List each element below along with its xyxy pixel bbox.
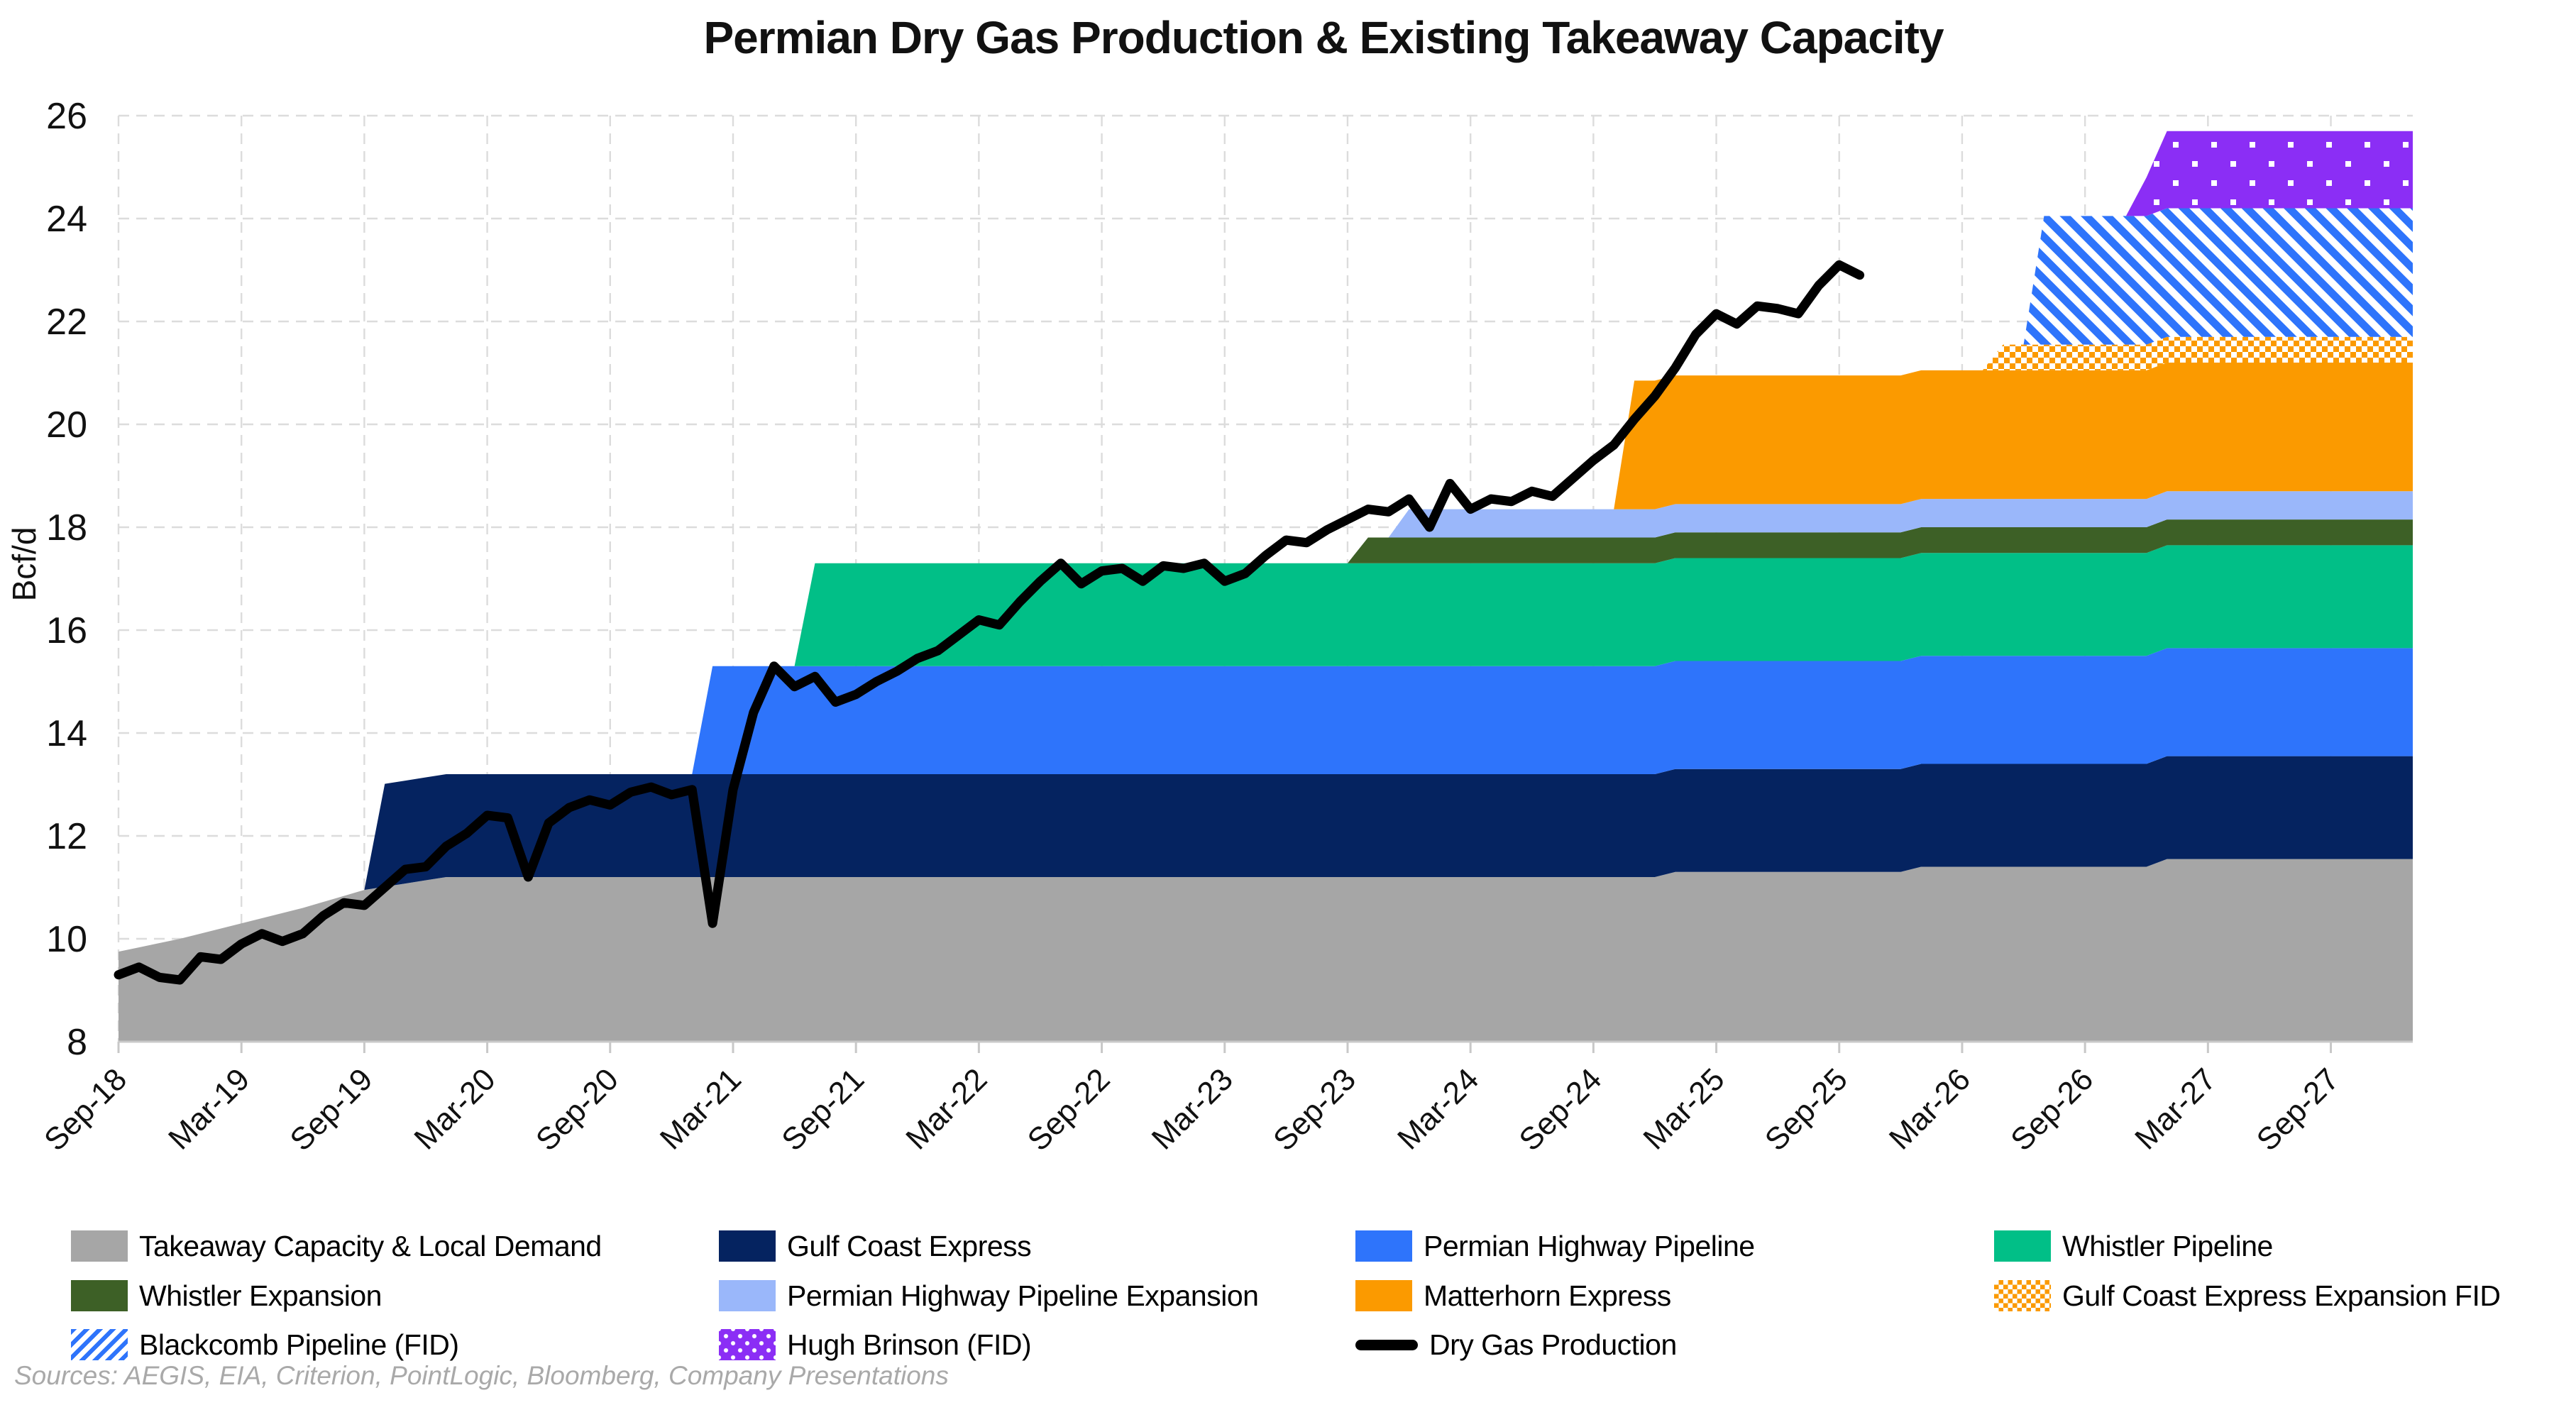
x-tick-label: Sep-19 <box>283 1062 379 1157</box>
y-tick-label: 22 <box>46 302 87 343</box>
y-tick-label: 8 <box>67 1022 87 1063</box>
y-tick-label: 20 <box>46 404 87 446</box>
dry-gas-production-line <box>114 260 1865 985</box>
y-tick-label: 12 <box>46 816 87 857</box>
chart-title: Permian Dry Gas Production & Existing Ta… <box>703 12 1944 63</box>
x-tick-label: Sep-27 <box>2250 1062 2346 1157</box>
x-tick-label: Mar-27 <box>2128 1062 2223 1156</box>
x-tick-label: Mar-21 <box>654 1062 748 1156</box>
x-tick-label: Mar-19 <box>162 1062 256 1156</box>
area-whistler <box>119 545 2413 952</box>
y-tick-label: 10 <box>46 919 87 960</box>
y-tick-label: 24 <box>46 199 87 240</box>
x-tick-label: Sep-25 <box>1758 1062 1854 1157</box>
x-tick-label: Mar-23 <box>1145 1062 1240 1156</box>
x-tick-label: Mar-25 <box>1636 1062 1731 1156</box>
y-tick-label: 26 <box>46 96 87 137</box>
x-tick-label: Mar-20 <box>407 1062 502 1156</box>
y-tick-label: 14 <box>46 713 87 754</box>
y-tick-label: 18 <box>46 507 87 549</box>
x-tick-label: Sep-23 <box>1267 1062 1363 1157</box>
x-tick-label: Sep-24 <box>1512 1062 1608 1157</box>
x-tick-label: Sep-18 <box>38 1062 133 1157</box>
capacity-areas <box>119 131 2413 1042</box>
area-blackcomb <box>119 208 2413 952</box>
area-takeaway <box>119 859 2413 1042</box>
x-tick-label: Sep-20 <box>529 1062 625 1157</box>
x-tick-label: Sep-21 <box>775 1062 871 1157</box>
x-tick-label: Sep-22 <box>1021 1062 1117 1157</box>
x-tick-label: Mar-24 <box>1391 1062 1485 1156</box>
area-php <box>119 648 2413 952</box>
sources-note: Sources: AEGIS, EIA, Criterion, PointLog… <box>14 1361 949 1390</box>
x-tick-label: Mar-26 <box>1883 1062 1977 1156</box>
x-tick-label: Mar-22 <box>899 1062 993 1156</box>
area-matterhorn <box>119 363 2413 952</box>
y-tick-label: 16 <box>46 610 87 651</box>
y-axis-label: Bcf/d <box>6 527 43 602</box>
x-tick-label: Sep-26 <box>2004 1062 2100 1157</box>
